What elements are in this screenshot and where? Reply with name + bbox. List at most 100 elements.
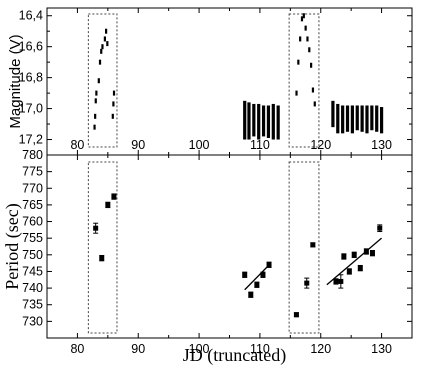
data-point (101, 44, 104, 50)
x-tick-label: 130 (371, 138, 392, 152)
data-point (357, 265, 363, 271)
data-band (252, 103, 256, 137)
x-tick-label: 100 (189, 138, 210, 152)
x-tick-label: 110 (250, 342, 270, 356)
y-tick-label: 16,8 (19, 71, 43, 85)
x-tick-label: 120 (310, 342, 331, 356)
x-axis-title: JD (truncated) (183, 345, 286, 366)
period-panel: 80 90 100 110 120 130 730 735 740 745 750 755 760 765… (2, 148, 413, 366)
y-tick-label: 730 (22, 314, 43, 328)
data-point (95, 90, 98, 96)
x-tick-label: 80 (70, 342, 84, 356)
data-band (266, 105, 271, 138)
data-point (333, 278, 339, 284)
data-band (247, 102, 251, 140)
data-band (261, 105, 266, 137)
data-point (310, 62, 313, 68)
x-tick-label: 120 (310, 138, 331, 152)
y-tick-label: 740 (22, 281, 43, 295)
y-tick-label: 17,2 (19, 133, 43, 147)
data-point (377, 225, 383, 231)
data-point (310, 242, 316, 248)
data-point (105, 28, 108, 34)
data-point (93, 225, 99, 231)
data-point (346, 268, 352, 274)
data-point (103, 36, 106, 42)
plot-frame (46, 154, 413, 339)
data-point (300, 16, 304, 22)
x-tick-label: 110 (250, 138, 270, 152)
data-band (345, 105, 350, 132)
data-point (98, 59, 102, 65)
data-point (105, 202, 111, 208)
data-point (242, 272, 248, 278)
y-axis-title: Magnitude (V) (7, 34, 24, 128)
y-tick-label: 745 (22, 264, 43, 278)
data-point (304, 280, 310, 286)
data-point (297, 59, 300, 65)
data-point (111, 113, 114, 119)
y-tick-label: 16,6 (19, 40, 43, 54)
highlight-box (288, 161, 320, 334)
data-band (379, 107, 384, 134)
data-point (94, 113, 97, 119)
y-tick-label: 16,4 (19, 9, 43, 23)
data-band (350, 105, 354, 134)
magnitude-panel: 80 90 100 110 120 130 16,4 16,6 16,8 17,0 17,2 Magn… (7, 7, 413, 156)
fit-line (326, 237, 383, 286)
data-band (336, 103, 340, 134)
data-point (311, 87, 315, 93)
data-point (97, 78, 100, 84)
data-point (338, 278, 344, 284)
data-band (243, 100, 247, 140)
highlight-box (87, 13, 118, 148)
data-point (299, 36, 302, 42)
data-band (365, 105, 369, 134)
data-point (293, 312, 299, 318)
data-point (369, 250, 375, 256)
data-point (260, 272, 266, 278)
data-point (106, 41, 109, 47)
data-point (254, 282, 260, 288)
data-band (355, 105, 359, 131)
plot-frame (46, 7, 413, 156)
x-tick-label: 100 (189, 342, 210, 356)
fit-line (244, 262, 272, 291)
x-tick-label: 80 (70, 138, 84, 152)
data-point (363, 248, 369, 254)
data-band (375, 105, 379, 132)
y-tick-label: 755 (22, 231, 43, 245)
y-tick-label: 770 (22, 181, 43, 195)
data-point (94, 98, 97, 104)
data-band (360, 105, 364, 132)
data-point (306, 36, 309, 42)
y-tick-label: 735 (22, 298, 43, 312)
data-point (341, 253, 347, 259)
y-tick-label: 750 (22, 248, 43, 262)
data-point (266, 262, 272, 268)
data-point (100, 48, 103, 54)
data-point (112, 90, 116, 96)
data-point (99, 255, 105, 261)
data-band (341, 105, 345, 134)
x-tick-label: 90 (131, 138, 145, 152)
data-point (351, 252, 357, 258)
data-point (111, 194, 117, 200)
data-band (271, 103, 275, 140)
highlight-box (288, 13, 320, 148)
y-tick-label: 775 (22, 165, 43, 179)
data-point (248, 292, 254, 298)
data-point (93, 124, 96, 130)
x-tick-label: 130 (371, 342, 392, 356)
y-tick-label: 760 (22, 215, 43, 229)
data-point (302, 13, 305, 19)
y-axis-title: Period (sec) (2, 203, 23, 289)
highlight-box (87, 161, 118, 334)
data-band (331, 100, 335, 128)
data-point (313, 101, 316, 107)
data-band (257, 103, 261, 140)
data-point (308, 47, 311, 53)
y-tick-label: 765 (22, 198, 43, 212)
data-point (304, 25, 307, 31)
